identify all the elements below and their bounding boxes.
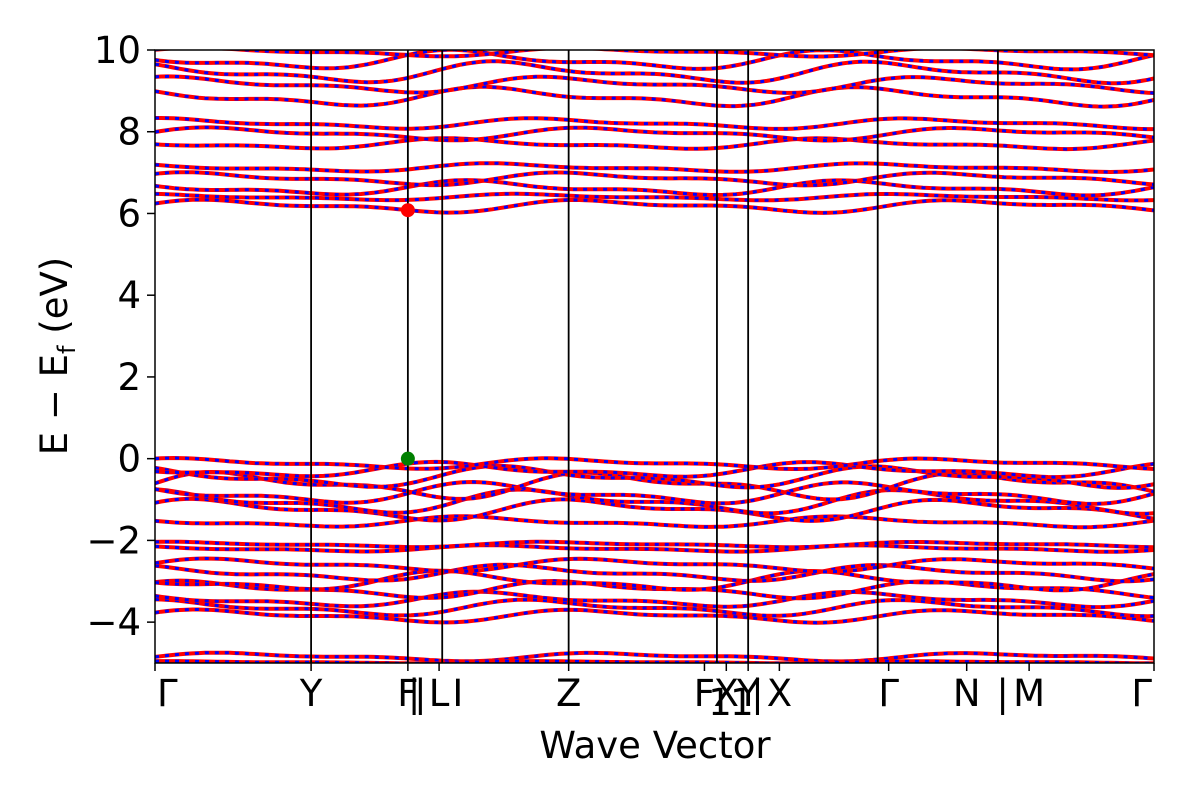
x-tick-extra-label-2: I	[452, 672, 463, 715]
band-line-dotted-23	[155, 161, 1154, 174]
y-tick-label-5: 6	[117, 192, 141, 235]
band-line-dotted-29	[155, 59, 1154, 85]
band-line-dotted-2	[155, 608, 1154, 625]
y-axis-label-main: E − E	[33, 354, 76, 455]
x-tick-extra-label-3: 1	[708, 681, 732, 724]
band-line-dotted-11	[155, 514, 1154, 529]
band-line-dotted-1	[155, 659, 1154, 663]
x-tick-label-8: X	[767, 672, 792, 715]
band-edge-marker-0	[400, 203, 415, 218]
x-tick-extra-label-1: |	[414, 672, 426, 715]
band-line-dotted-6	[155, 569, 1154, 592]
band-line-dotted-20	[155, 192, 1154, 202]
y-axis-label-sub: f	[53, 345, 81, 354]
band-line-dotted-0	[155, 651, 1154, 663]
band-line-dotted-18	[155, 456, 1154, 471]
band-line-10	[155, 539, 1154, 550]
band-line-27	[155, 84, 1154, 109]
y-axis-label-unit: (eV)	[33, 257, 76, 346]
band-line-20	[155, 191, 1154, 203]
band-line-dotted-14	[155, 480, 1154, 506]
y-axis-label: E − Ef (eV)	[33, 257, 81, 455]
band-line-dotted-12	[155, 497, 1154, 523]
kpoint-lines	[310, 50, 999, 663]
x-tick-label-7: Y	[736, 672, 760, 715]
x-tick-label-3: L	[429, 672, 450, 715]
plot-frame	[154, 49, 1155, 664]
x-tick-label-9: Γ	[878, 672, 899, 715]
band-line-dotted-24	[155, 136, 1154, 151]
x-tick-extra-label-6: |	[996, 672, 1008, 715]
x-tick-label-4: Z	[556, 672, 581, 715]
band-edge-marker-1	[400, 451, 415, 466]
band-line-dotted-3	[155, 597, 1154, 618]
x-tick-label-12: Γ	[1131, 672, 1152, 715]
x-tick-label-0: Γ	[157, 672, 178, 715]
x-tick-label-2: F	[397, 672, 418, 715]
band-line-dotted-22	[155, 170, 1154, 187]
band-line-dotted-21	[155, 178, 1154, 197]
x-tick-extra-label-4: 1	[730, 681, 754, 724]
x-axis-label: Wave Vector	[539, 724, 771, 767]
band-line-dotted-13	[155, 487, 1154, 516]
band-line-dotted-19	[155, 198, 1154, 215]
band-line-dotted-27	[155, 85, 1154, 109]
x-tick-label-10: N	[953, 672, 981, 715]
band-line-dotted-9	[155, 543, 1154, 554]
y-tick-label-2: 0	[117, 438, 141, 481]
y-tick-label-7: 10	[94, 29, 141, 72]
y-tick-label-1: −2	[86, 519, 141, 562]
band-line-dotted-31	[155, 50, 1154, 58]
x-tick-extra-label-5: |	[751, 672, 763, 715]
y-tick-label-3: 2	[117, 356, 141, 399]
x-tick-label-11: M	[1013, 672, 1045, 715]
band-line-dotted-28	[155, 74, 1154, 95]
markers-layer	[400, 203, 415, 466]
x-axis-ticks: Γ Y F L Z FXY X Γ N M Γ|| I 11| |	[154, 663, 1155, 724]
x-tick-extra-label-0: |	[408, 672, 420, 715]
bands-layer	[155, 50, 1154, 663]
band-line-dotted-16	[155, 464, 1154, 490]
band-line-dotted-8	[155, 556, 1154, 574]
x-tick-label-5: F	[694, 672, 715, 715]
band-line-dotted-26	[155, 116, 1154, 131]
y-tick-label-4: 4	[117, 274, 141, 317]
x-tick-label-6: X	[714, 672, 739, 715]
band-line-dotted-30	[155, 50, 1154, 71]
band-line-dotted-10	[155, 540, 1154, 549]
x-tick-label-1: Y	[299, 672, 323, 715]
band-line-dotted-17	[155, 460, 1154, 479]
band-line-dotted-4	[155, 590, 1154, 609]
y-tick-label-6: 8	[117, 111, 141, 154]
band-line-dotted-7	[155, 563, 1154, 583]
band-line-dotted-25	[155, 125, 1154, 142]
y-tick-label-0: −4	[86, 601, 141, 644]
y-axis-ticks: −4 −2 0 2 4 6 8 10	[86, 29, 155, 644]
